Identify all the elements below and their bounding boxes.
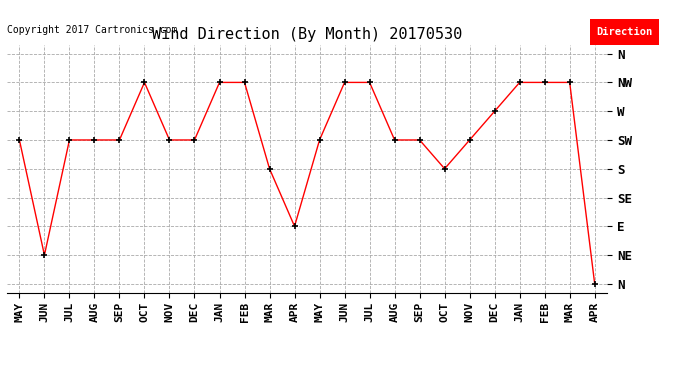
Text: Copyright 2017 Cartronics.com: Copyright 2017 Cartronics.com xyxy=(7,25,177,35)
Text: Direction: Direction xyxy=(596,27,653,37)
Title: Wind Direction (By Month) 20170530: Wind Direction (By Month) 20170530 xyxy=(152,27,462,42)
